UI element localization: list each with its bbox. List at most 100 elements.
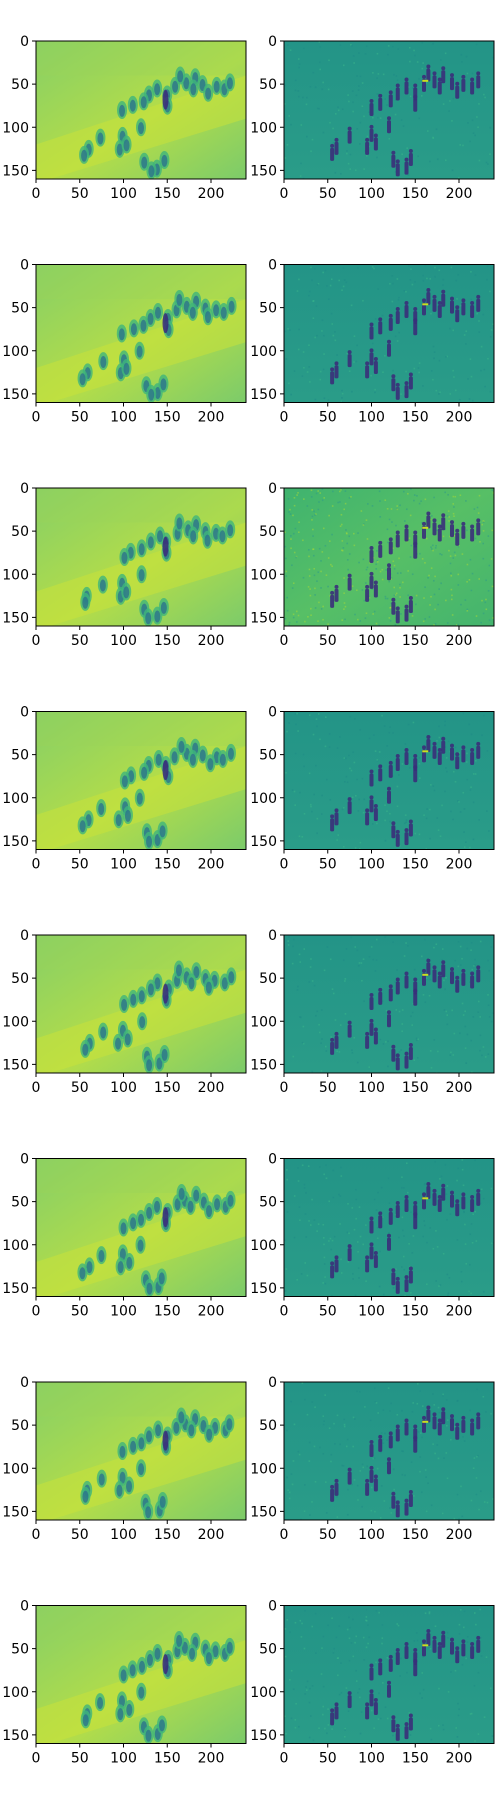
figure-silhouette <box>437 975 442 989</box>
figure-silhouette <box>437 751 442 765</box>
figure-core <box>199 749 206 762</box>
figure-silhouette <box>408 1494 413 1508</box>
figure-silhouette <box>391 601 396 615</box>
figure-silhouette <box>408 376 413 390</box>
panel-7-0: 0 50 100 150 200 0 50 100 150 <box>2 1599 247 1767</box>
figure-core <box>193 966 200 979</box>
y-tick-label: 150 <box>2 1728 29 1744</box>
panel-image <box>284 935 494 1073</box>
figure-silhouette <box>347 354 352 368</box>
x-tick-label: 100 <box>110 1080 137 1096</box>
figure-head <box>365 361 370 366</box>
figure-head <box>373 133 378 138</box>
x-tick-label: 0 <box>32 1080 41 1096</box>
figure-head <box>334 1702 339 1707</box>
y-tick-label: 50 <box>259 1642 277 1658</box>
figure-core <box>138 1686 145 1699</box>
figure-core <box>137 122 144 135</box>
figure-core <box>121 775 128 788</box>
figure-silhouette <box>470 81 475 95</box>
x-tick-label: 100 <box>358 1080 385 1096</box>
figure-head <box>404 971 409 976</box>
x-tick-label: 50 <box>319 1304 337 1320</box>
figure-head <box>388 984 393 989</box>
figure-silhouette <box>388 1435 393 1449</box>
figure-core <box>138 990 145 1003</box>
figure-head <box>413 306 418 311</box>
figure-core <box>130 993 137 1006</box>
figure-silhouette <box>422 525 426 539</box>
figure-silhouette <box>422 302 426 316</box>
figure-core <box>189 1647 196 1660</box>
figure-core <box>188 977 195 990</box>
figure-head <box>422 74 426 79</box>
x-tick-label: 100 <box>110 857 137 873</box>
y-tick-label: 100 <box>2 567 29 583</box>
figure-core <box>148 165 155 178</box>
figure-head <box>378 540 383 545</box>
y-tick-label: 50 <box>259 77 277 93</box>
figure-core <box>147 536 154 549</box>
figure-head <box>395 159 400 164</box>
figure-core <box>227 524 234 537</box>
x-tick-label: 50 <box>71 186 89 202</box>
figure-silhouette <box>432 1416 437 1430</box>
axes-frame <box>35 264 247 403</box>
figure-silhouette <box>330 1041 335 1055</box>
y-tick-label: 150 <box>2 610 29 626</box>
figure-silhouette <box>450 1641 454 1655</box>
figure-core <box>129 99 136 112</box>
figure-core <box>226 1418 233 1431</box>
y-tick-label: 0 <box>20 258 29 274</box>
figure-head <box>347 126 352 131</box>
x-tick-label: 50 <box>71 1527 89 1543</box>
figure-core <box>115 1037 122 1050</box>
figure-silhouette <box>441 964 446 978</box>
y-tick-label: 50 <box>11 748 29 764</box>
figure-core <box>176 1634 183 1647</box>
y-tick-label: 50 <box>11 1642 29 1658</box>
figure-head <box>387 116 391 121</box>
x-tick-label: 100 <box>358 1527 385 1543</box>
x-tick-label: 0 <box>280 1080 289 1096</box>
figure-silhouette <box>450 747 454 761</box>
x-tick-label: 200 <box>446 1751 473 1767</box>
figure-head <box>373 580 378 585</box>
figure-silhouette <box>373 1031 378 1045</box>
figure-silhouette <box>432 745 437 759</box>
x-tick-label: 200 <box>446 633 473 649</box>
figure-head <box>365 808 370 813</box>
figure-head <box>437 1641 442 1646</box>
figure-silhouette <box>432 969 437 983</box>
figure-head <box>378 1434 383 1439</box>
figure-head <box>378 1211 383 1216</box>
figure-head <box>450 743 454 748</box>
figure-core <box>145 612 152 625</box>
y-tick-label: 0 <box>20 705 29 721</box>
figure-core <box>154 977 161 990</box>
figure-silhouette <box>470 751 475 765</box>
figure-silhouette <box>476 969 481 983</box>
figure-silhouette <box>437 1198 442 1212</box>
y-tick-label: 0 <box>268 705 277 721</box>
figure-silhouette <box>450 1418 454 1432</box>
figure-core <box>213 80 220 93</box>
x-tick-label: 100 <box>110 1304 137 1320</box>
figure-silhouette <box>330 1265 335 1279</box>
figure-silhouette <box>437 304 442 318</box>
y-tick-label: 150 <box>250 1281 277 1297</box>
x-tick-label: 50 <box>319 1080 337 1096</box>
figure-head <box>437 1194 442 1199</box>
figure-head <box>395 1424 400 1429</box>
figure-silhouette <box>413 1663 418 1677</box>
figure-head <box>330 1708 335 1713</box>
central-figure <box>162 1207 169 1228</box>
x-tick-label: 200 <box>446 1527 473 1543</box>
y-tick-label: 150 <box>250 1504 277 1520</box>
figure-head <box>426 288 431 292</box>
x-tick-label: 0 <box>32 857 41 873</box>
figure-head <box>395 1647 400 1652</box>
figure-core <box>175 964 182 977</box>
figure-head <box>470 1641 475 1646</box>
y-tick-label: 50 <box>11 77 29 93</box>
